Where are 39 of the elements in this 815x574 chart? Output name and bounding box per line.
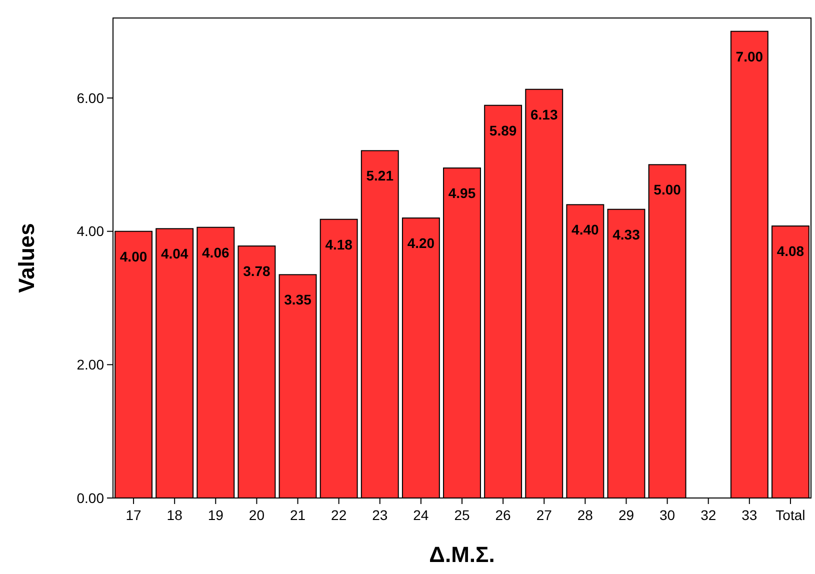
data-label: 4.95: [448, 185, 476, 201]
y-tick-label: 6.00: [76, 90, 104, 106]
data-label: 4.00: [120, 248, 148, 264]
x-tick-label: 22: [331, 507, 347, 523]
data-label: 3.78: [243, 263, 271, 279]
x-tick-label: 18: [166, 507, 183, 523]
x-tick-label: 32: [700, 507, 716, 523]
x-axis-title: Δ.Μ.Σ.: [429, 542, 495, 567]
x-tick-label: 33: [742, 507, 758, 523]
data-label: 4.08: [776, 243, 804, 259]
data-label: 7.00: [736, 48, 764, 64]
x-tick-label: 19: [208, 507, 224, 523]
data-label: 4.40: [572, 222, 600, 238]
x-tick-label: 28: [577, 507, 594, 523]
data-label: 4.33: [612, 226, 640, 242]
data-label: 3.35: [284, 292, 312, 308]
x-tick-label: 27: [536, 507, 552, 523]
data-label: 4.18: [325, 236, 353, 252]
y-tick-label: 2.00: [76, 356, 104, 373]
y-tick-label: 0.00: [76, 490, 104, 506]
data-label: 5.21: [366, 168, 394, 184]
y-axis-title: Values: [14, 223, 39, 293]
x-tick-label: 17: [126, 507, 142, 523]
x-tick-label: 20: [248, 507, 265, 523]
data-label: 6.13: [530, 106, 558, 122]
data-label: 4.06: [202, 244, 230, 260]
x-tick-label: 23: [372, 507, 388, 523]
x-tick-label: 25: [454, 507, 470, 523]
x-tick-label: 24: [413, 507, 429, 523]
x-tick-label: 26: [495, 507, 512, 523]
data-label: 5.00: [654, 182, 682, 198]
x-tick-label: 30: [660, 507, 676, 523]
data-label: 4.20: [407, 235, 435, 251]
x-tick-label: 21: [290, 507, 306, 523]
x-tick-label: 29: [618, 507, 634, 523]
x-tick-label: Total: [776, 507, 806, 523]
y-tick-label: 4.00: [76, 223, 104, 240]
data-label: 5.89: [489, 122, 517, 138]
data-label: 4.04: [160, 246, 188, 262]
